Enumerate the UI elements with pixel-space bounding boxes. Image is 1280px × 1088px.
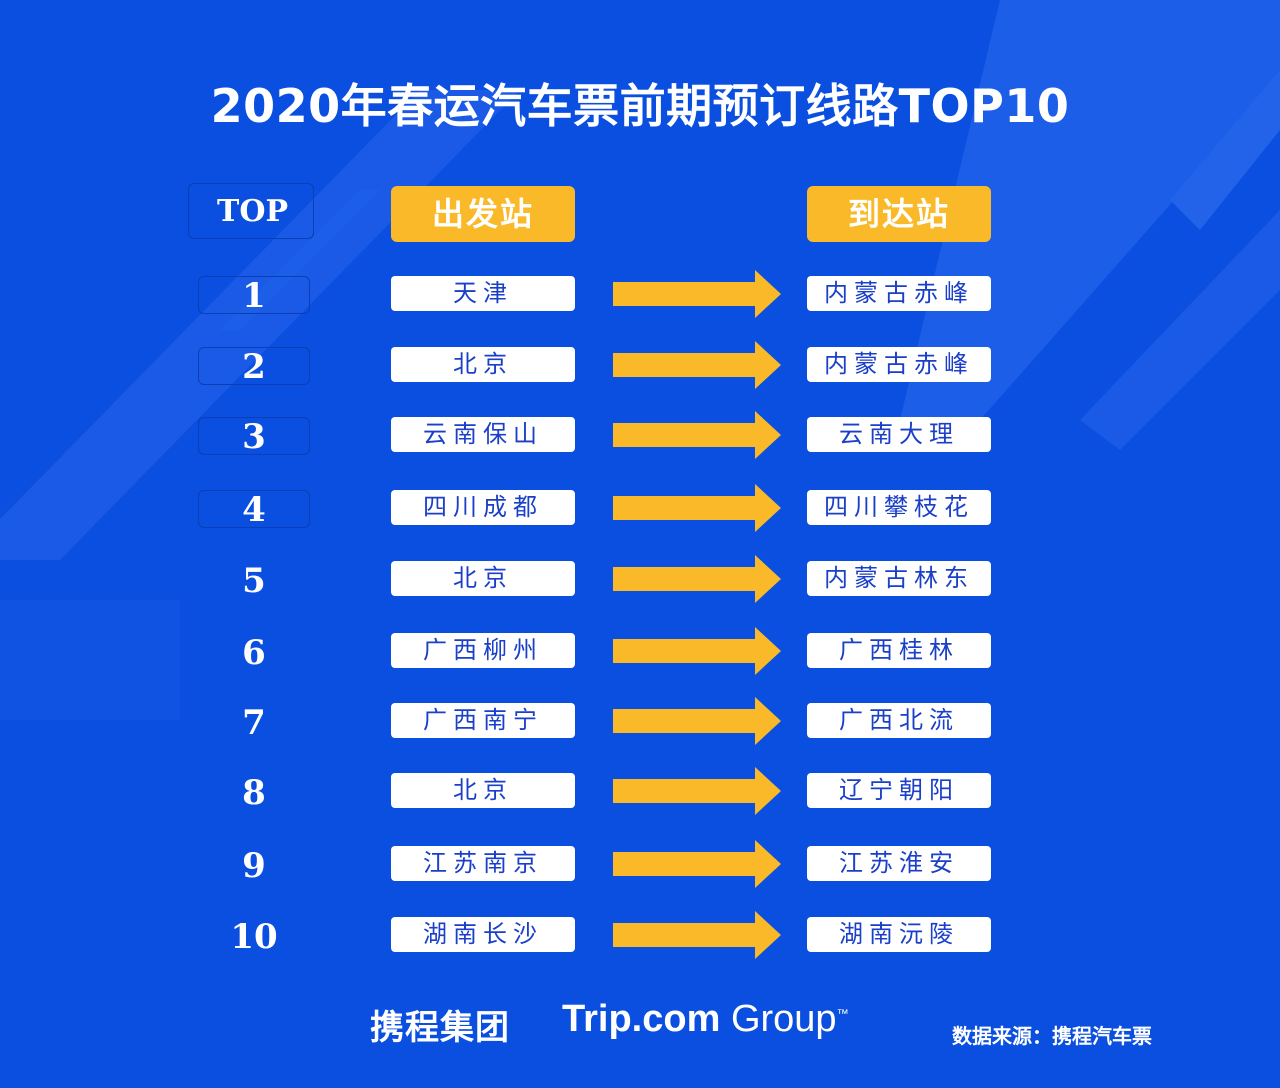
departure-station: 广西南宁: [391, 703, 575, 738]
rank-number: 6: [242, 633, 266, 673]
route-row: 8 北京 辽宁朝阳: [0, 767, 1280, 815]
arrival-column-header: 到达站: [807, 186, 991, 242]
right-arrow-icon: [613, 911, 781, 959]
departure-station: 北京: [391, 561, 575, 596]
logo-group: Group: [730, 998, 837, 1040]
departure-column-header: 出发站: [391, 186, 575, 242]
departure-station: 北京: [391, 773, 575, 808]
rank-number: 1: [242, 276, 266, 316]
arrival-station: 湖南沅陵: [807, 917, 991, 952]
route-row: 6 广西柳州 广西桂林: [0, 627, 1280, 675]
right-arrow-icon: [613, 697, 781, 745]
right-arrow-icon: [613, 627, 781, 675]
ctrip-logo-chinese: 携程集团: [370, 1008, 510, 1048]
route-row: 4 四川成都 四川攀枝花: [0, 484, 1280, 532]
right-arrow-icon: [613, 411, 781, 459]
arrival-station: 江苏淮安: [807, 846, 991, 881]
route-row: 1 天津 内蒙古赤峰: [0, 270, 1280, 318]
route-row: 7 广西南宁 广西北流: [0, 697, 1280, 745]
arrival-station: 辽宁朝阳: [807, 773, 991, 808]
route-row: 9 江苏南京 江苏淮安: [0, 840, 1280, 888]
departure-station: 云南保山: [391, 417, 575, 452]
route-row: 5 北京 内蒙古林东: [0, 555, 1280, 603]
rank-number: 5: [242, 561, 266, 601]
logo-trip-com: Trip.com: [562, 998, 721, 1040]
right-arrow-icon: [613, 484, 781, 532]
rank-number: 10: [230, 917, 278, 957]
rank-box: [198, 490, 310, 528]
rank-number: 2: [242, 347, 266, 387]
rank-box: [198, 347, 310, 385]
departure-station: 北京: [391, 347, 575, 382]
page-title: 2020年春运汽车票前期预订线路TOP10: [210, 79, 1070, 133]
rank-column-header: TOP: [188, 183, 314, 239]
route-row: 2 北京 内蒙古赤峰: [0, 341, 1280, 389]
arrival-station: 云南大理: [807, 417, 991, 452]
arrival-station: 内蒙古赤峰: [807, 276, 991, 311]
route-row: 10 湖南长沙 湖南沅陵: [0, 911, 1280, 959]
departure-station: 江苏南京: [391, 846, 575, 881]
data-source-note: 数据来源：携程汽车票: [952, 1024, 1152, 1048]
arrival-station: 广西北流: [807, 703, 991, 738]
trip-com-group-logo: Trip.com Group™: [562, 998, 849, 1041]
arrival-station: 内蒙古林东: [807, 561, 991, 596]
route-row: 3 云南保山 云南大理: [0, 411, 1280, 459]
rank-number: 8: [242, 773, 266, 813]
arrival-station: 内蒙古赤峰: [807, 347, 991, 382]
right-arrow-icon: [613, 270, 781, 318]
rank-number: 3: [242, 417, 266, 457]
rank-box: [198, 276, 310, 314]
logo-trademark: ™: [836, 1006, 849, 1021]
rank-number: 4: [242, 490, 266, 530]
right-arrow-icon: [613, 840, 781, 888]
right-arrow-icon: [613, 555, 781, 603]
departure-station: 天津: [391, 276, 575, 311]
rank-number: 9: [242, 846, 266, 886]
arrival-station: 广西桂林: [807, 633, 991, 668]
right-arrow-icon: [613, 767, 781, 815]
departure-station: 湖南长沙: [391, 917, 575, 952]
right-arrow-icon: [613, 341, 781, 389]
departure-station: 广西柳州: [391, 633, 575, 668]
arrival-station: 四川攀枝花: [807, 490, 991, 525]
rank-number: 7: [242, 703, 266, 743]
departure-station: 四川成都: [391, 490, 575, 525]
rank-box: [198, 417, 310, 455]
